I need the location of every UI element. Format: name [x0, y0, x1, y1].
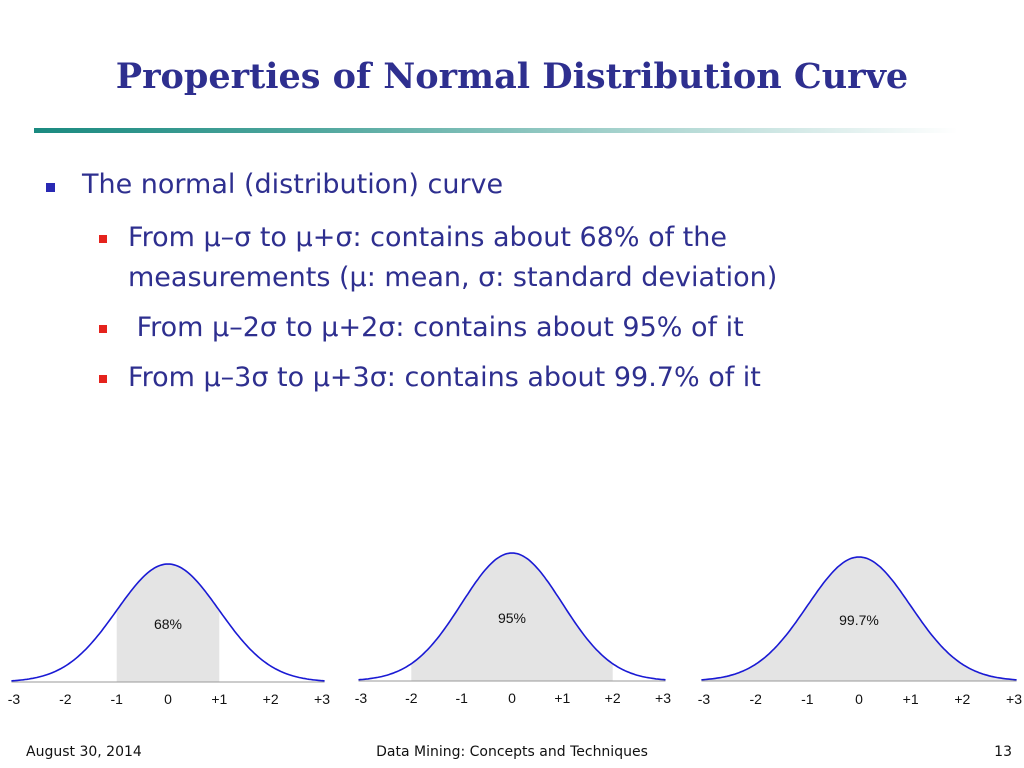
normal-curve-chart-95: 95% -3 -2 -1 0 +1 +2 +3 — [345, 540, 685, 724]
x-tick-label: -3 — [8, 691, 21, 707]
x-tick-label: 0 — [508, 690, 516, 706]
sub-bullet-95: From μ–2σ to μ+2σ: contains about 95% of… — [99, 308, 744, 348]
x-tick-label: +1 — [903, 691, 919, 707]
square-bullet-icon — [99, 235, 107, 243]
x-tick-label: -1 — [110, 691, 123, 707]
sub-bullet-997: From μ–3σ to μ+3σ: contains about 99.7% … — [99, 358, 761, 398]
normal-curve-chart-68: 68% -3 -2 -1 0 +1 +2 +3 — [0, 540, 340, 724]
footer-title: Data Mining: Concepts and Techniques — [376, 744, 648, 760]
normal-curve-line — [358, 552, 666, 681]
normal-curve-line — [11, 563, 325, 682]
x-tick-label: 0 — [855, 691, 863, 707]
chart-svg: 95% -3 -2 -1 0 +1 +2 +3 — [355, 552, 671, 706]
sub-bullet-text-cont: measurements (μ: mean, σ: standard devia… — [128, 262, 778, 293]
area-percent-label: 68% — [154, 616, 182, 632]
chart-svg: 68% -3 -2 -1 0 +1 +2 +3 — [8, 563, 330, 707]
chart-svg: 99.7% -3 -2 -1 0 +1 +2 +3 — [698, 556, 1022, 707]
shaded-area — [411, 553, 613, 681]
sub-bullet-text: From μ–σ to μ+σ: contains about 68% of t… — [128, 222, 727, 253]
x-tick-label: +3 — [1006, 691, 1022, 707]
title-rule — [34, 128, 958, 133]
bullet-text: The normal (distribution) curve — [82, 169, 504, 200]
x-tick-label: -2 — [749, 691, 762, 707]
footer-date: August 30, 2014 — [26, 744, 142, 760]
x-tick-label: -2 — [405, 690, 418, 706]
x-tick-label: +2 — [954, 691, 970, 707]
x-tick-label: +2 — [605, 690, 621, 706]
area-percent-label: 95% — [498, 610, 526, 626]
x-tick-label: +3 — [314, 691, 330, 707]
square-bullet-icon — [99, 375, 107, 383]
shaded-area — [116, 564, 220, 682]
shaded-area — [704, 557, 1014, 681]
sub-bullet-text: From μ–3σ to μ+3σ: contains about 99.7% … — [128, 362, 761, 393]
x-tick-label: 0 — [164, 691, 172, 707]
footer-page-number: 13 — [994, 744, 1012, 760]
square-bullet-icon — [99, 325, 107, 333]
x-tick-label: +2 — [263, 691, 279, 707]
square-bullet-icon — [46, 183, 55, 192]
x-tick-label: -1 — [801, 691, 814, 707]
x-tick-label: +3 — [655, 690, 671, 706]
x-tick-label: -3 — [698, 691, 711, 707]
x-tick-label: +1 — [211, 691, 227, 707]
area-percent-label: 99.7% — [839, 612, 879, 628]
sub-bullet-text: From μ–2σ to μ+2σ: contains about 95% of… — [128, 312, 744, 343]
normal-curve-line — [701, 556, 1017, 681]
x-tick-label: -1 — [455, 690, 468, 706]
slide-title: Properties of Normal Distribution Curve — [115, 56, 909, 97]
x-tick-label: -3 — [355, 690, 368, 706]
x-tick-label: -2 — [59, 691, 72, 707]
bullet-normal-curve: The normal (distribution) curve — [46, 169, 504, 200]
normal-curve-chart-997: 99.7% -3 -2 -1 0 +1 +2 +3 — [688, 540, 1024, 724]
sub-bullet-68: From μ–σ to μ+σ: contains about 68% of t… — [99, 218, 778, 298]
x-tick-label: +1 — [554, 690, 570, 706]
